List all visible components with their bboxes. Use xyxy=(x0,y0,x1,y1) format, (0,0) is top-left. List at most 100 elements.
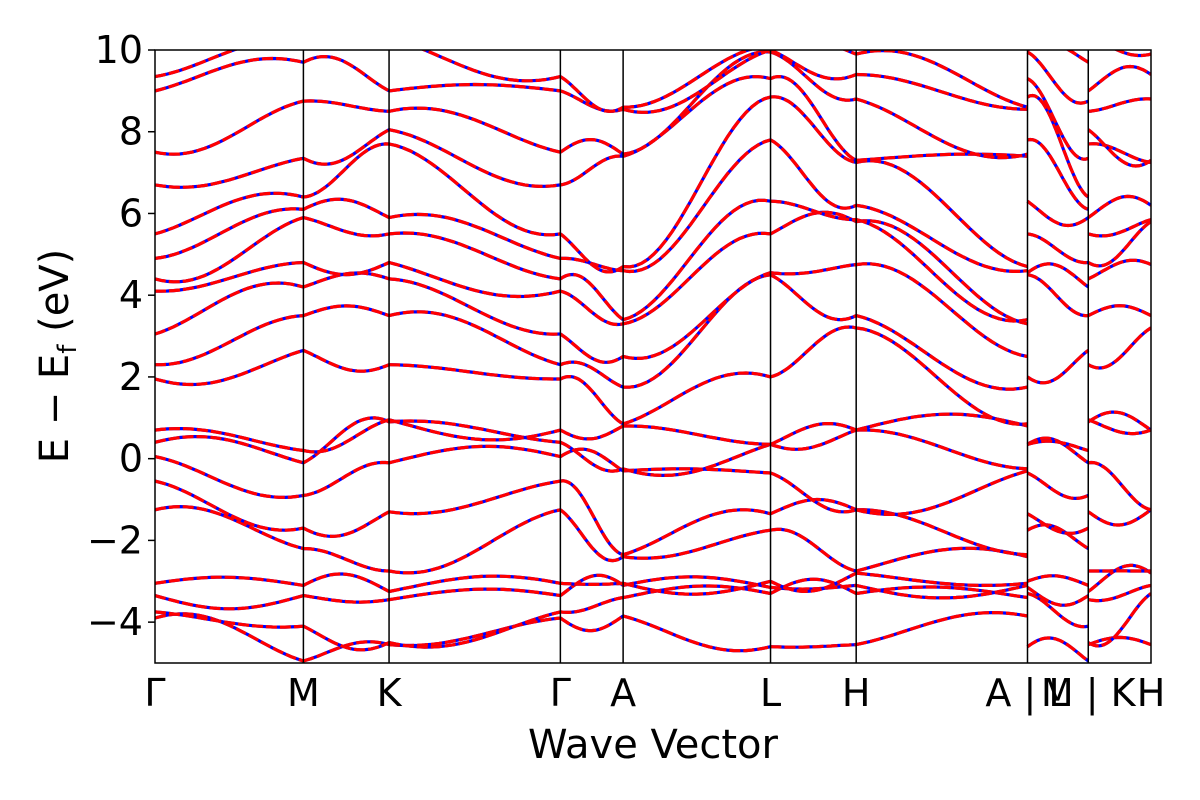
y-axis-title-sub: f xyxy=(53,344,83,354)
band-line-series-b xyxy=(1026,574,1089,587)
band-line-series-b xyxy=(388,142,561,237)
band-line-series-b xyxy=(559,272,625,321)
band-line-series-a xyxy=(420,50,561,83)
band-line-series-a xyxy=(559,508,624,563)
band-line-series-b xyxy=(1027,137,1089,211)
band-line-series-b xyxy=(302,54,390,93)
band-line-series-b xyxy=(1026,93,1090,199)
band-line-series-b xyxy=(622,50,772,114)
band-line-series-b xyxy=(769,471,857,514)
band-line-series-a xyxy=(855,326,1028,426)
band-line-series-b xyxy=(1088,460,1151,512)
band-line-series-b xyxy=(856,428,1028,471)
band-line-series-b xyxy=(1088,142,1151,164)
band-line-series-b xyxy=(855,314,1028,391)
band-line-series-b xyxy=(622,579,771,596)
bands-layer xyxy=(155,36,1151,663)
band-line-series-b xyxy=(841,50,857,56)
band-line-series-b xyxy=(1088,583,1151,603)
band-line-series-a xyxy=(155,207,304,260)
band-line-series-b xyxy=(622,138,771,274)
band-line-series-a xyxy=(1087,326,1151,370)
band-line-series-b xyxy=(303,216,390,238)
x-tick-label: K xyxy=(377,671,403,715)
band-line-series-b xyxy=(622,198,771,322)
band-line-series-a xyxy=(388,212,561,260)
band-line-series-b xyxy=(388,277,561,336)
band-line-series-b xyxy=(1087,218,1151,238)
band-line-series-b xyxy=(560,596,624,615)
band-line-series-b xyxy=(388,444,561,465)
band-line-series-b xyxy=(769,210,857,236)
band-line-series-b xyxy=(769,571,857,594)
band-line-series-b xyxy=(623,95,771,269)
band-line-series-b xyxy=(1028,36,1089,46)
band-line-series-a xyxy=(303,38,389,45)
band-line-series-b xyxy=(855,159,1028,269)
band-line-series-b xyxy=(302,348,390,373)
band-line-series-b xyxy=(559,138,625,156)
band-line-series-b xyxy=(559,424,624,441)
band-line-series-b xyxy=(155,455,304,500)
band-line-series-b xyxy=(622,614,771,653)
x-tick-label: M | K xyxy=(1041,671,1137,716)
x-tick-label: H xyxy=(1137,671,1166,715)
band-line-series-b xyxy=(1026,262,1090,289)
band-line-series-b xyxy=(622,271,772,361)
band-line-series-a xyxy=(560,596,624,615)
band-line-series-b xyxy=(560,479,624,557)
band-line-series-b xyxy=(559,447,624,473)
band-line-series-b xyxy=(769,138,857,210)
band-line-series-b xyxy=(1026,349,1090,385)
band-line-series-b xyxy=(155,156,304,189)
band-line-series-b xyxy=(855,469,1028,517)
band-line-series-b xyxy=(155,207,304,260)
band-line-series-b xyxy=(1027,439,1089,453)
x-tick-label: M xyxy=(287,671,320,715)
band-line-series-b xyxy=(155,348,304,387)
band-line-series-b xyxy=(1026,512,1090,536)
band-line-series-b xyxy=(388,260,561,299)
band-line-series-a xyxy=(770,527,857,573)
band-line-series-b xyxy=(622,371,771,426)
band-line-series-b xyxy=(622,50,771,156)
band-line-series-b xyxy=(559,573,625,597)
band-line-series-b xyxy=(302,624,390,652)
band-line-series-b xyxy=(622,575,771,589)
band-line-series-b xyxy=(302,128,390,166)
band-line-series-b xyxy=(1088,97,1151,113)
band-line-series-b xyxy=(855,583,1028,600)
svg-text:E − Ef (eV): E − Ef (eV) xyxy=(32,249,83,464)
y-axis: −4 −2 0 2 4 6 8 10 xyxy=(87,28,155,644)
band-line-series-b xyxy=(559,360,624,389)
band-line-series-a xyxy=(622,75,771,158)
band-line-series-b xyxy=(303,546,390,573)
plot-frame xyxy=(154,49,1152,664)
band-line-series-a xyxy=(1087,220,1151,268)
band-line-series-b xyxy=(388,508,561,575)
band-line-series-b xyxy=(769,74,857,162)
band-line-series-b xyxy=(622,508,771,557)
band-line-series-b xyxy=(303,594,390,604)
band-line-series-b xyxy=(302,304,390,318)
band-line-series-b xyxy=(1087,128,1151,168)
band-line-series-b xyxy=(855,326,1028,426)
band-line-series-b xyxy=(559,332,624,364)
band-line-series-b xyxy=(1113,50,1151,58)
band-line-series-b xyxy=(1087,563,1151,593)
band-line-series-b xyxy=(622,584,771,600)
band-line-series-b xyxy=(155,50,239,79)
band-line-series-b xyxy=(770,95,857,164)
band-line-series-b xyxy=(769,428,857,451)
band-line-series-b xyxy=(855,610,1028,647)
band-line-series-b xyxy=(388,128,561,189)
band-line-series-b xyxy=(303,99,390,113)
band-line-series-a xyxy=(1027,50,1090,64)
band-line-series-b xyxy=(1087,508,1151,527)
y-tick-label: 4 xyxy=(119,273,143,317)
band-line-series-a xyxy=(856,428,1028,471)
band-line-series-b xyxy=(856,262,1028,359)
band-line-series-b xyxy=(1027,591,1089,629)
band-line-series-a xyxy=(155,56,304,93)
x-tick-label: Γ xyxy=(144,671,165,715)
